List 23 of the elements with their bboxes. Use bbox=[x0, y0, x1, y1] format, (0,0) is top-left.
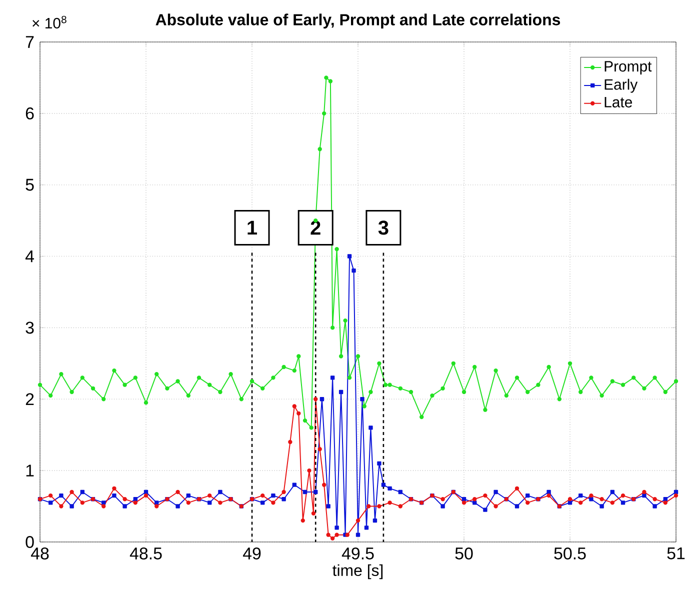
y-tick-label: 4 bbox=[25, 250, 34, 262]
text: × 10$^{8}$ bbox=[32, 16, 66, 28]
y-tick-label: 5 bbox=[26, 178, 34, 191]
legend-label: Early bbox=[604, 78, 638, 93]
y-tick-label: 6 bbox=[26, 107, 34, 120]
y-tick-label: 0 bbox=[26, 536, 34, 548]
x-tick-label: 50 bbox=[455, 547, 473, 560]
legend-label: Prompt bbox=[604, 61, 652, 75]
legend-label: Late bbox=[604, 97, 632, 108]
x-tick-label: 50.5 bbox=[554, 547, 586, 560]
annotation: 1 bbox=[248, 220, 257, 235]
x-tick-label: 48.5 bbox=[130, 547, 162, 560]
x-tick-label: 51 bbox=[667, 547, 685, 560]
x-tick-label: 48 bbox=[30, 547, 49, 560]
y-tick-label: 2 bbox=[26, 393, 34, 406]
y-tick-label: 3 bbox=[26, 322, 34, 334]
x-axis-title: time [s] bbox=[332, 564, 383, 580]
annotation: 3 bbox=[378, 220, 388, 235]
y-tick-label: 1 bbox=[26, 464, 34, 476]
chart-title: Absolute value of Early, Prompt and Late correlations bbox=[156, 14, 560, 29]
x-tick-label: 49 bbox=[242, 547, 261, 560]
y-tick-label: 7 bbox=[26, 36, 34, 48]
x-tick-label: 49.5 bbox=[342, 547, 374, 560]
